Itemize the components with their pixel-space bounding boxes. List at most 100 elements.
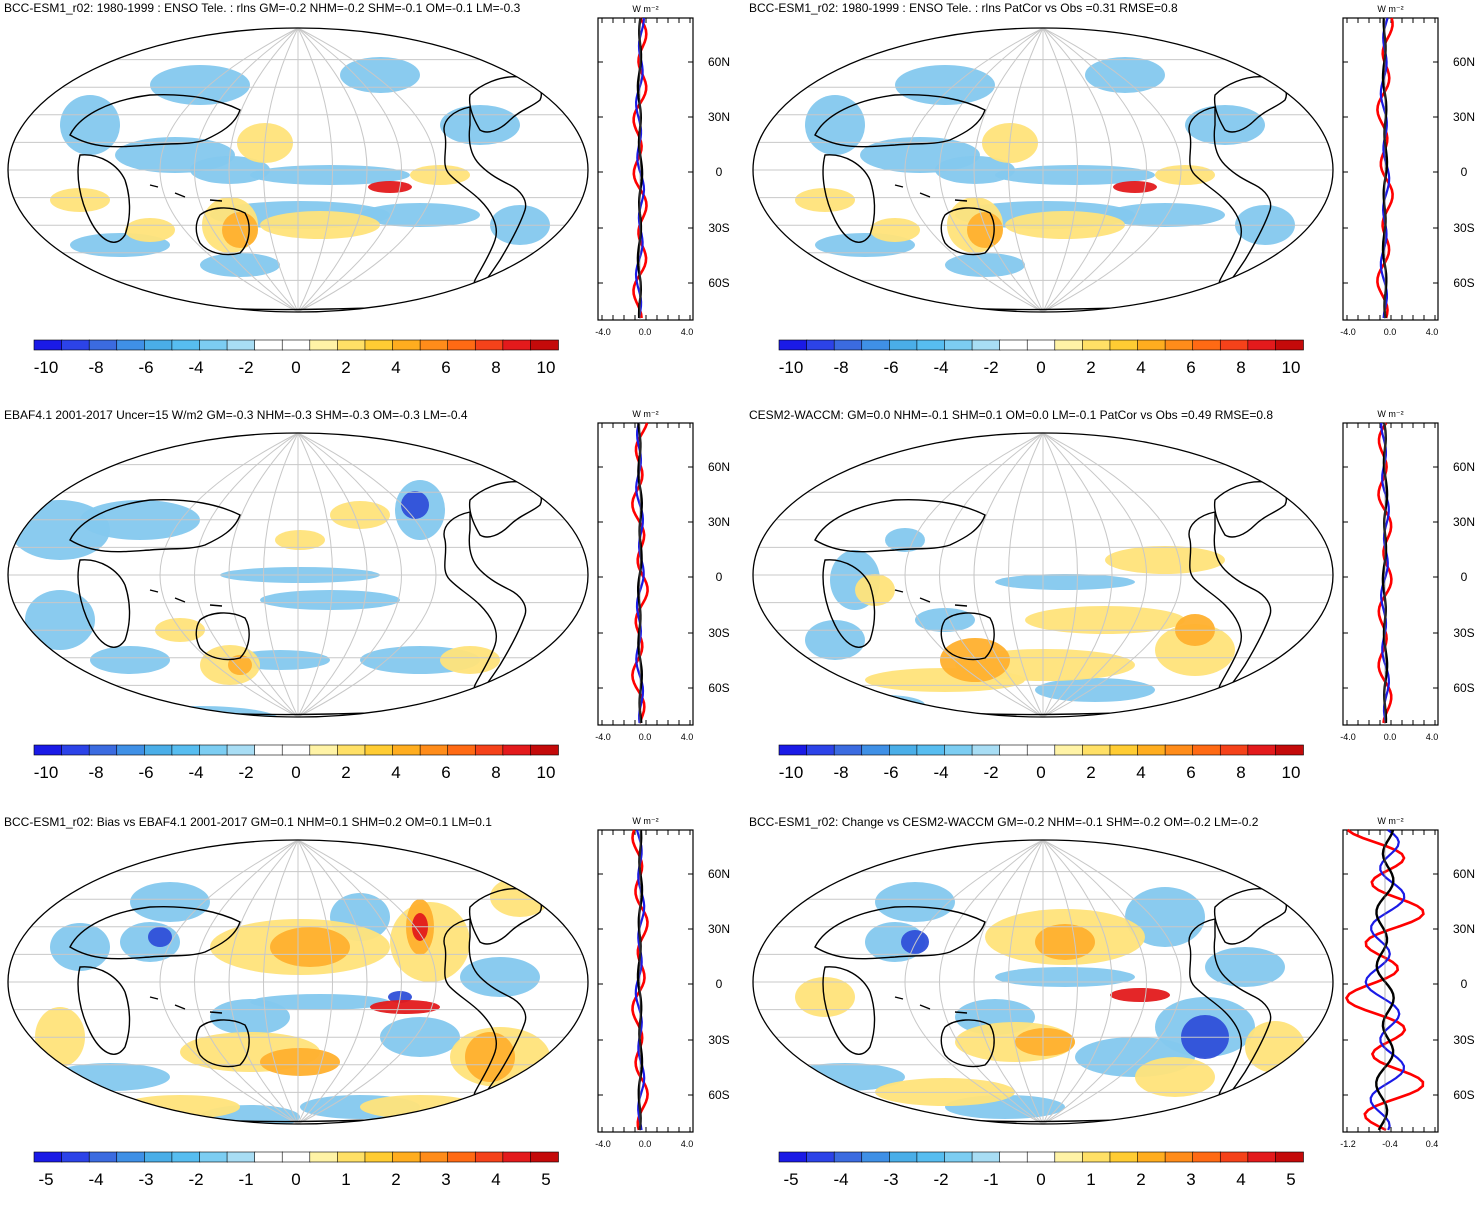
colorbar-swatch [1164, 744, 1194, 756]
colorbar-swatch [806, 744, 835, 756]
colorbar-swatch [199, 744, 228, 756]
colorbar-swatch [474, 1151, 504, 1163]
zonal-xtick-label: -4.0 [595, 1139, 611, 1149]
panel-title: BCC-ESM1_r02: Change vs CESM2-WACCM GM=-… [749, 815, 1259, 829]
colorbar-swatch [971, 1151, 1001, 1163]
colorbar-swatch [999, 744, 1029, 756]
zonal-mean-plot: W m⁻² -4.0 0.0 4.0 60N 30N 0 30S 60S [595, 4, 730, 337]
colorbar-label: 1 [341, 1170, 350, 1189]
colorbar-swatch [88, 339, 118, 351]
colorbar-label: 4 [491, 1170, 500, 1189]
colorbar-swatch [999, 339, 1029, 351]
colorbar-label: -1 [238, 1170, 253, 1189]
map-figure: -10 -8 -6 -4 -2 0 2 4 6 8 10 W m⁻² -4.0 0.0 4.0 60N 30N 0… [7, 4, 730, 377]
zonal-xtick-label: 0.4 [1426, 1139, 1439, 1149]
colorbar-label: 0 [1036, 358, 1045, 377]
colorbar-swatch [337, 744, 366, 756]
map-panel-4: CESM2-WACCM: GM=0.0 NHM=-0.1 SHM=0.1 OM=… [745, 405, 1483, 805]
colorbar-label: -3 [883, 1170, 898, 1189]
colorbar-label: 3 [441, 1170, 450, 1189]
field-shading [795, 57, 1295, 277]
colorbar-swatch [971, 744, 1001, 756]
colorbar-label: -4 [188, 358, 203, 377]
colorbar-swatch [171, 744, 201, 756]
zonal-xtick-label: -4.0 [1340, 327, 1356, 337]
colorbar-swatch [861, 744, 891, 756]
colorbar-swatch [309, 339, 339, 351]
colorbar-label: -5 [38, 1170, 53, 1189]
panel-title: EBAF4.1 2001-2017 Uncer=15 W/m2 GM=-0.3 … [4, 408, 468, 422]
colorbar-swatch [447, 1151, 477, 1163]
colorbar-swatch [833, 744, 863, 756]
colorbar-swatch [281, 1151, 311, 1163]
colorbar-swatch [199, 339, 228, 351]
colorbar-swatch [1137, 1151, 1166, 1163]
lat-tick-label: 30N [1453, 515, 1475, 529]
zonal-line [1344, 828, 1425, 1132]
zonal-unit-label: W m⁻² [1377, 409, 1403, 419]
colorbar-label: 2 [1086, 358, 1095, 377]
lat-tick-label: 60S [708, 681, 729, 695]
colorbar-swatch [502, 1151, 532, 1163]
colorbar-label: 4 [1236, 1170, 1245, 1189]
colorbar-swatch [502, 339, 532, 351]
colorbar-swatch [916, 339, 946, 351]
colorbar-label: 8 [1236, 358, 1245, 377]
colorbar-label: -6 [883, 763, 898, 782]
colorbar-swatch [1275, 339, 1304, 351]
colorbar-swatch [1192, 339, 1222, 351]
colorbar-label: -2 [188, 1170, 203, 1189]
colorbar-swatch [1026, 744, 1056, 756]
zonal-xtick-label: 0.0 [1384, 327, 1397, 337]
colorbar-swatch [33, 744, 63, 756]
colorbar-swatch [1247, 1151, 1277, 1163]
colorbar-swatch [309, 744, 339, 756]
colorbar-swatch [392, 1151, 421, 1163]
colorbar-swatch [1137, 339, 1166, 351]
colorbar-swatch [1082, 339, 1111, 351]
colorbar-swatch [778, 1151, 808, 1163]
colorbar-swatch [944, 744, 973, 756]
colorbar: -10 -8 -6 -4 -2 0 2 4 6 8 10 [778, 744, 1304, 782]
zonal-line [1381, 17, 1389, 319]
colorbar-swatch [916, 744, 946, 756]
colorbar-swatch [1219, 744, 1249, 756]
lat-tick-label: 30N [708, 110, 730, 124]
lat-tick-label: 60N [708, 55, 730, 69]
map-panel-6: BCC-ESM1_r02: Change vs CESM2-WACCM GM=-… [745, 812, 1483, 1212]
colorbar-swatch [226, 1151, 256, 1163]
colorbar-swatch [61, 744, 90, 756]
lat-tick-label: 0 [1461, 977, 1468, 991]
colorbar-swatch [944, 1151, 973, 1163]
colorbar-swatch [861, 1151, 891, 1163]
map-figure: -5 -4 -3 -2 -1 0 1 2 3 4 5 W m⁻² -4.0 0.0 4.0 60N 30N 0 30… [7, 816, 730, 1189]
colorbar-label: -2 [933, 1170, 948, 1189]
colorbar-swatch [1219, 339, 1249, 351]
colorbar-label: 5 [1286, 1170, 1295, 1189]
lat-tick-label: 0 [716, 165, 723, 179]
colorbar-swatch [337, 339, 366, 351]
map-panel-1: BCC-ESM1_r02: 1980-1999 : ENSO Tele. : r… [0, 0, 738, 400]
colorbar-swatch [1192, 1151, 1222, 1163]
colorbar-swatch [1247, 744, 1277, 756]
lat-tick-label: 30S [1453, 221, 1474, 235]
colorbar-label: 2 [1136, 1170, 1145, 1189]
zonal-mean-plot: W m⁻² -4.0 0.0 4.0 60N 30N 0 30S 60S [1340, 4, 1475, 337]
lat-tick-label: 30S [708, 1033, 729, 1047]
colorbar-swatch [61, 339, 90, 351]
colorbar-swatch [364, 339, 394, 351]
colorbar: -10 -8 -6 -4 -2 0 2 4 6 8 10 [33, 744, 559, 782]
zonal-xtick-label: -0.4 [1382, 1139, 1398, 1149]
colorbar-swatch [916, 1151, 946, 1163]
zonal-mean-plot: W m⁻² -4.0 0.0 4.0 60N 30N 0 30S 60S [595, 409, 730, 742]
zonal-unit-label: W m⁻² [632, 4, 658, 14]
lat-tick-label: 30S [708, 626, 729, 640]
colorbar-swatch [419, 1151, 449, 1163]
colorbar-label: -4 [933, 358, 948, 377]
colorbar-label: 2 [1086, 763, 1095, 782]
panel-title: BCC-ESM1_r02: 1980-1999 : ENSO Tele. : r… [4, 1, 521, 15]
zonal-xtick-label: -4.0 [595, 732, 611, 742]
colorbar-swatch [419, 339, 449, 351]
colorbar-swatch [171, 339, 201, 351]
colorbar-swatch [309, 1151, 339, 1163]
